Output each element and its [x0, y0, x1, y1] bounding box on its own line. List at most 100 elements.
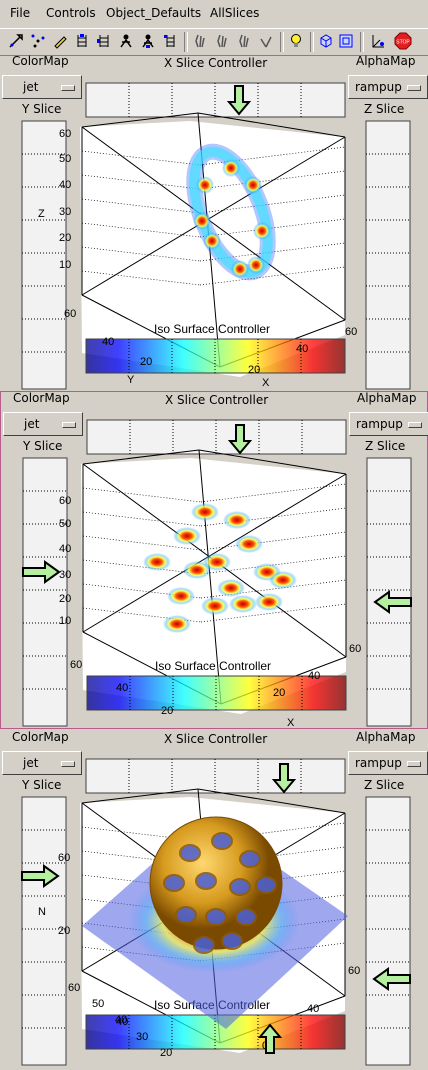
chevron-down-icon [62, 422, 76, 428]
grid-line [199, 266, 346, 286]
z-tick-label: 50 [59, 518, 71, 530]
panel-icon[interactable] [338, 33, 354, 49]
x-slice-slider[interactable] [85, 82, 346, 118]
iso-surface-slider[interactable] [85, 338, 346, 374]
grid-line [199, 146, 346, 166]
grid-line [82, 535, 202, 551]
iso-blob [183, 561, 211, 579]
y-slice-slider[interactable] [21, 796, 67, 1066]
pencil-tool-icon[interactable] [52, 33, 68, 49]
grid-line [81, 174, 201, 190]
slice-panel-1: ColorMap jet AlphaMap rampup X Slice Con… [0, 54, 428, 391]
person-tool-icon[interactable] [118, 33, 134, 49]
iso-surface-slider[interactable] [86, 675, 347, 711]
x-slice-label: X Slice Controller [164, 732, 268, 746]
cube-icon[interactable] [318, 33, 334, 49]
z-axis-label: N [38, 906, 46, 918]
x-slice-slider[interactable] [85, 758, 346, 794]
z-slice-slider[interactable] [365, 796, 411, 1066]
y-tick-label: 60 [64, 308, 76, 320]
iso-tick-label: 40 [102, 336, 114, 348]
y-slice-slider[interactable] [21, 120, 67, 390]
iso-blob [193, 212, 211, 230]
iso-surface-slider[interactable] [85, 1014, 346, 1050]
grid-line [81, 150, 201, 166]
y-tick-label: 60 [68, 982, 80, 994]
colormap-label: ColorMap [12, 54, 69, 68]
iso-tick-label: 20 [273, 687, 285, 699]
colormap-label: ColorMap [13, 391, 70, 405]
iso-surface-arrow[interactable] [257, 1023, 283, 1054]
iso-blob [217, 579, 245, 597]
iso-tick-label: 30 [136, 1031, 148, 1043]
ladder-tool-icon[interactable] [74, 33, 90, 49]
colormap-select[interactable]: jet [3, 412, 83, 436]
buckyball-hole [221, 932, 243, 950]
buckyball-hole [195, 872, 217, 890]
plot-area [81, 458, 346, 714]
grid-line [81, 198, 201, 214]
iso-tick-label: 20 [161, 705, 173, 717]
buckyball-hole [163, 874, 185, 892]
menu-file[interactable]: File [10, 6, 31, 20]
z-tick-label: 10 [59, 615, 71, 627]
menu-controls[interactable]: Controls [46, 6, 96, 20]
z-slice-slider[interactable] [365, 120, 411, 390]
iso-surface-label: Iso Surface Controller [154, 322, 270, 336]
hand-tool-icon[interactable] [214, 33, 230, 49]
axes-tool-icon[interactable] [370, 33, 386, 49]
ladder-tool-icon[interactable] [162, 33, 178, 49]
x-slice-label: X Slice Controller [164, 56, 268, 70]
ladder-tool-icon[interactable] [96, 33, 112, 49]
z-slice-arrow[interactable] [372, 967, 411, 991]
iso-blob [167, 587, 195, 605]
z-tick-label: 30 [59, 569, 71, 581]
iso-blob [244, 176, 262, 194]
colormap-select[interactable]: jet [2, 75, 82, 99]
hand-tool-icon[interactable] [192, 33, 208, 49]
iso-blob [191, 503, 219, 521]
colormap-value: jet [23, 756, 39, 770]
chevron-down-icon [61, 761, 75, 767]
toolbar-separator [310, 32, 314, 52]
y-tick-label: 50 [92, 998, 104, 1010]
stop-icon[interactable]: STOP [394, 32, 412, 50]
z-tick-label: 50 [59, 153, 71, 165]
menu-allslices[interactable]: AllSlices [210, 6, 260, 20]
colormap-label: ColorMap [12, 730, 69, 744]
person-tool-icon[interactable] [140, 33, 156, 49]
x-slice-arrow[interactable] [226, 85, 252, 116]
alphamap-value: rampup [356, 417, 403, 431]
x-slice-arrow[interactable] [227, 424, 253, 455]
hand-tool-icon[interactable] [236, 33, 252, 49]
hand-tool-icon[interactable] [258, 33, 274, 49]
x-slice-slider[interactable] [86, 419, 347, 455]
menu-object-defaults[interactable]: Object_Defaults [106, 6, 202, 20]
z-tick-label: 60 [58, 852, 70, 864]
z-slice-label: Z Slice [364, 778, 405, 792]
grid-line [82, 487, 202, 503]
colormap-value: jet [23, 80, 39, 94]
toolbar: STOP [0, 28, 428, 56]
y-slice-arrow[interactable] [22, 560, 61, 584]
axis-line [198, 449, 222, 705]
colormap-select[interactable]: jet [2, 751, 82, 775]
y-slice-slider[interactable] [22, 457, 68, 727]
lightbulb-icon[interactable] [288, 33, 304, 49]
arrow-tool-icon[interactable] [8, 33, 24, 49]
scatter-tool-icon[interactable] [30, 33, 46, 49]
iso-tick-label: 20 [160, 1047, 172, 1059]
y-slice-arrow[interactable] [21, 864, 60, 888]
z-slice-arrow[interactable] [373, 590, 412, 614]
iso-tick-label: 20 [248, 364, 260, 376]
x-slice-arrow[interactable] [271, 763, 297, 794]
slice-plot: Iso Surface Controller 60 50 40 30 20 10 Z 60 60 4… [21, 82, 411, 390]
alphamap-value: rampup [355, 756, 402, 770]
slice-panel-2: ColorMap jet AlphaMap rampup X Slice Con… [0, 391, 428, 729]
buckyball-hole [205, 908, 227, 926]
iso-tick-label: 40 [296, 343, 308, 355]
chevron-down-icon [407, 85, 421, 91]
alphamap-select[interactable]: rampup [349, 412, 428, 436]
slice-plot: Iso Surface Controller 60 50 40 30 20 10 60 60 40… [22, 419, 412, 729]
alphamap-label: AlphaMap [357, 391, 417, 405]
